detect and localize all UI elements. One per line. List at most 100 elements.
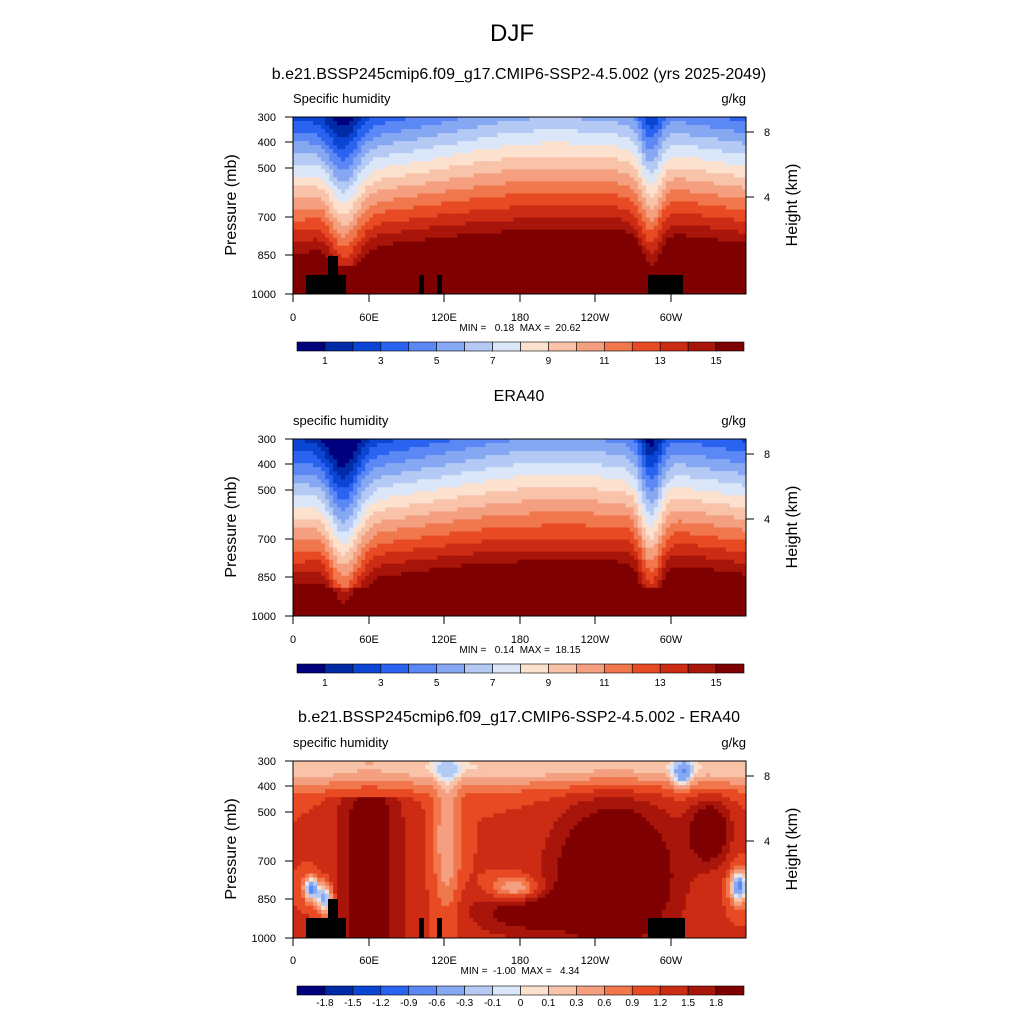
contour-cell (625, 261, 631, 267)
contour-cell (657, 257, 663, 263)
contour-cell (553, 221, 559, 227)
contour-cell (333, 189, 338, 195)
contour-cell (701, 217, 707, 223)
contour-cell (421, 157, 426, 162)
contour-cell (597, 121, 603, 126)
contour-cell (737, 285, 743, 291)
contour-cell (433, 129, 438, 134)
contour-cell (461, 289, 466, 294)
contour-cell (413, 165, 418, 170)
contour-cell (493, 253, 499, 259)
contour-cell (393, 145, 398, 150)
contour-cell (669, 189, 675, 195)
contour-cell (645, 261, 651, 267)
contour-cell (545, 261, 551, 267)
contour-cell (481, 269, 487, 275)
contour-cell (705, 193, 711, 199)
contour-cell (737, 241, 743, 247)
contour-cell (585, 257, 591, 263)
contour-cell (613, 137, 619, 142)
contour-cell (669, 213, 675, 219)
contour-cell (437, 201, 442, 207)
contour-cell (725, 233, 731, 239)
contour-cell (713, 201, 719, 207)
contour-cell (609, 177, 615, 182)
contour-cell (489, 173, 495, 178)
contour-cell (541, 209, 547, 215)
contour-cell (309, 181, 314, 186)
contour-cell (505, 129, 511, 134)
contour-cell (365, 177, 370, 182)
contour-cell (545, 117, 551, 122)
contour-cell (657, 161, 663, 166)
contour-cell (297, 117, 302, 122)
contour-cell (641, 169, 647, 174)
contour-cell (413, 129, 418, 134)
contour-cell (313, 137, 318, 142)
contour-cell (569, 137, 575, 142)
contour-cell (565, 269, 571, 275)
contour-cell (485, 137, 491, 142)
contour-cell (309, 245, 314, 251)
contour-cell (513, 145, 519, 150)
contour-cell (681, 277, 687, 283)
contour-cell (425, 117, 430, 122)
contour-cell (533, 253, 539, 259)
contour-cell (685, 253, 691, 259)
contour-cell (345, 177, 350, 182)
contour-cell (429, 121, 434, 126)
contour-cell (365, 285, 370, 291)
contour-cell (301, 169, 306, 174)
contour-cell (617, 281, 623, 287)
contour-cell (677, 169, 683, 174)
contour-cell (477, 273, 483, 279)
contour-cell (429, 149, 434, 154)
contour-cell (329, 177, 334, 182)
contour-cell (613, 285, 619, 291)
contour-cell (661, 233, 667, 239)
contour-cell (593, 289, 599, 294)
contour-cell (473, 157, 479, 162)
contour-cell (401, 193, 406, 199)
contour-cell (697, 129, 703, 134)
contour-cell (349, 205, 354, 211)
contour-cell (693, 237, 699, 243)
contour-cell (577, 277, 583, 283)
contour-cell (441, 205, 446, 211)
contour-cell (593, 141, 599, 146)
contour-cell (429, 257, 434, 263)
contour-cell (645, 209, 651, 215)
contour-cell (305, 145, 310, 150)
contour-cell (573, 245, 579, 251)
contour-cell (581, 289, 587, 294)
contour-cell (461, 117, 466, 122)
contour-cell (453, 265, 458, 271)
contour-cell (529, 157, 535, 162)
contour-cell (333, 121, 338, 126)
contour-cell (557, 161, 563, 166)
contour-cell (361, 209, 366, 215)
contour-cell (373, 201, 378, 207)
contour-cell (545, 281, 551, 287)
contour-cell (625, 153, 631, 158)
contour-cell (701, 269, 707, 275)
contour-cell (685, 201, 691, 207)
contour-cell (617, 161, 623, 166)
contour-cell (409, 265, 414, 271)
contour-cell (689, 213, 695, 219)
contour-cell (633, 169, 639, 174)
contour-cell (633, 237, 639, 243)
contour-cell (565, 189, 571, 195)
contour-cell (297, 141, 302, 146)
contour-cell (685, 229, 691, 235)
contour-cell (373, 177, 378, 182)
contour-cell (721, 289, 727, 294)
contour-cell (325, 129, 330, 134)
contour-cell (697, 157, 703, 162)
contour-cell (581, 153, 587, 158)
contour-cell (521, 189, 527, 195)
contour-cell (629, 185, 635, 191)
contour-cell (485, 145, 491, 150)
contour-cell (709, 181, 715, 186)
contour-cell (677, 141, 683, 146)
